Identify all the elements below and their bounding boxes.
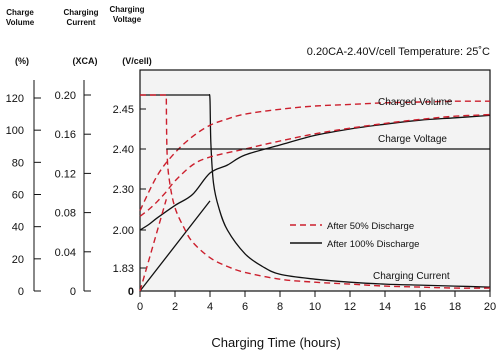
x-tick-label: 4 <box>207 301 213 313</box>
x-axis: 0 2 4 6 8 10 12 14 16 18 20 <box>137 291 496 313</box>
current-axis-header-line1: Charging <box>63 8 98 17</box>
current-tick-label: 0.04 <box>55 247 76 259</box>
curves <box>139 94 491 292</box>
volume-tick-label: 80 <box>12 157 24 169</box>
curve-charged-volume-volume <box>139 100 491 211</box>
voltage-tick-label: 0 <box>128 286 134 298</box>
volume-axis: 0 20 40 60 80 100 120 <box>6 80 41 298</box>
x-tick-label: 20 <box>484 301 496 313</box>
current-tick-label: 0 <box>70 286 76 298</box>
x-axis-label: Charging Time (hours) <box>211 335 340 350</box>
curve-after-50-current <box>140 94 491 289</box>
current-axis: 0 0.04 0.08 0.12 0.16 0.20 <box>55 80 91 298</box>
legend-after-100-label: After 100% Discharge <box>327 239 419 250</box>
volume-tick-label: 60 <box>12 190 24 202</box>
legend-after-50-label: After 50% Discharge <box>327 221 414 232</box>
x-tick-label: 0 <box>137 301 143 313</box>
curve-after-100-current <box>140 94 491 288</box>
current-tick-label: 0.08 <box>55 208 76 220</box>
x-tick-label: 16 <box>414 301 426 313</box>
volume-tick-label: 40 <box>12 222 24 234</box>
x-tick-label: 18 <box>449 301 461 313</box>
current-tick-label: 0.12 <box>55 168 76 180</box>
curve-after-100-voltage <box>139 114 491 231</box>
voltage-axis: 0 1.83 2.00 2.30 2.40 2.45 <box>113 104 146 298</box>
curve-after-100-volume <box>139 200 211 292</box>
x-tick-label: 12 <box>344 301 356 313</box>
volume-axis-header-line2: Volume <box>6 18 35 27</box>
voltage-tick-label: 1.83 <box>113 263 134 275</box>
volume-axis-unit: (%) <box>15 56 29 66</box>
test-condition-annotation: 0.20CA-2.40V/cell Temperature: 25˚C <box>307 46 490 58</box>
x-tick-label: 14 <box>379 301 391 313</box>
voltage-tick-label: 2.30 <box>113 184 134 196</box>
legend: After 50% Discharge After 100% Discharge <box>290 221 419 250</box>
charge-voltage-label: Charge Voltage <box>378 134 447 145</box>
curve-after-50-volume <box>139 199 167 292</box>
volume-tick-label: 20 <box>12 254 24 266</box>
voltage-axis-header-line1: Charging <box>109 5 144 14</box>
voltage-tick-label: 2.40 <box>113 144 134 156</box>
x-tick-label: 2 <box>172 301 178 313</box>
volume-tick-label: 100 <box>6 125 24 137</box>
current-tick-label: 0.16 <box>55 129 76 141</box>
voltage-axis-unit: (V/cell) <box>122 56 152 66</box>
volume-tick-label: 0 <box>18 286 24 298</box>
volume-tick-label: 120 <box>6 93 24 105</box>
x-tick-label: 6 <box>242 301 248 313</box>
current-axis-header-line2: Current <box>67 18 96 27</box>
volume-axis-header-line1: Charge <box>6 8 34 17</box>
charging-current-label: Charging Current <box>373 271 450 282</box>
current-tick-label: 0.20 <box>55 90 76 102</box>
current-axis-unit: (XCA) <box>73 56 98 66</box>
voltage-axis-header-line2: Voltage <box>113 15 142 24</box>
x-tick-label: 10 <box>309 301 321 313</box>
plot-area <box>139 69 491 292</box>
voltage-tick-label: 2.45 <box>113 104 134 116</box>
voltage-tick-label: 2.00 <box>113 225 134 237</box>
charged-volume-label: Charged Volume <box>378 97 453 108</box>
x-tick-label: 8 <box>277 301 283 313</box>
